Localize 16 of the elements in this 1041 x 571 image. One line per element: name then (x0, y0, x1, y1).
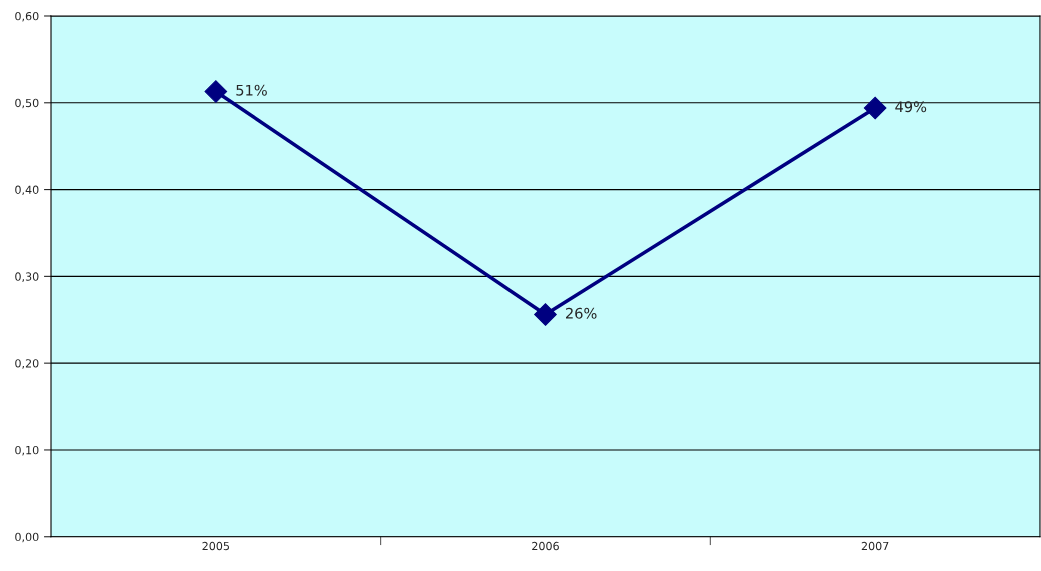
y-tick-label: 0,20 (15, 359, 39, 369)
point (863, 96, 887, 120)
data-label: 49% (895, 101, 927, 113)
y-tick-label: 0,50 (15, 98, 39, 109)
data-label: 26% (566, 307, 597, 319)
x-tick-label: 2007 (861, 541, 889, 551)
y-tick-label: 0,40 (15, 185, 39, 196)
x-tick-label: 2005 (202, 541, 229, 551)
point (204, 80, 228, 103)
y-tick-label: 0,60 (15, 11, 39, 22)
y-tick-label: 0,10 (15, 445, 39, 456)
data-label: 51% (236, 84, 267, 96)
x-tick-label: 2006 (532, 541, 559, 551)
y-tick-label: 0,30 (15, 272, 39, 282)
y-tick-label: 0,00 (15, 532, 39, 543)
point (534, 303, 557, 326)
